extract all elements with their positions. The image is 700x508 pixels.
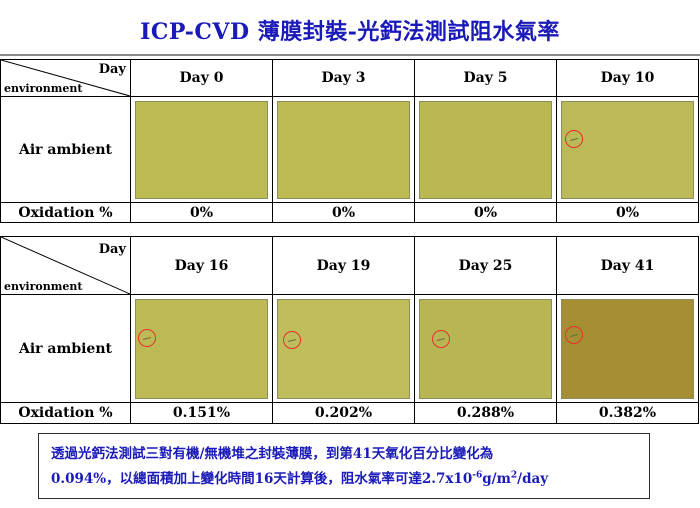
oxidation-spot-marker [283, 330, 301, 349]
exponent: -6 [472, 470, 483, 481]
oxidation-value: 0.382% [556, 402, 699, 424]
sample-image [419, 298, 552, 399]
column-header-day: Day 5 [414, 59, 557, 97]
column-header-day: Day 25 [414, 236, 557, 295]
sample-image [135, 298, 268, 399]
column-header-day: Day 0 [130, 59, 273, 97]
sample-image [277, 298, 410, 399]
summary-line-2: 0.094%，以總面積加上變化時間16天計算後，阻水氣率可達2.7x10-6g/… [51, 467, 639, 492]
oxidation-value: 0.202% [272, 402, 415, 424]
sample-image [561, 100, 694, 199]
corner-environment-label: environment [4, 82, 83, 95]
unit-text: /day [517, 471, 549, 487]
column-header-day: Day 41 [556, 236, 699, 295]
unit-text: g/m [482, 471, 511, 487]
title-divider [0, 54, 700, 56]
column-header-day: Day 3 [272, 59, 415, 97]
table-corner-header: Day environment [0, 236, 131, 295]
sample-image [277, 100, 410, 199]
column-header-day: Day 16 [130, 236, 273, 295]
table-corner-header: Day environment [0, 59, 131, 97]
row-label-air-ambient: Air ambient [0, 294, 131, 403]
summary-note: 透過光鈣法測試三對有機/無機堆之封裝薄膜，到第41天氧化百分比變化為 0.094… [38, 433, 650, 499]
oxidation-spot-marker [565, 129, 583, 148]
oxidation-spot-marker [138, 328, 156, 347]
oxidation-value: 0% [272, 202, 415, 223]
exponent: 2 [510, 470, 518, 481]
results-table-1: Day environment Day 0 Day 3 Day 5 Day 10… [0, 59, 699, 223]
row-label-oxidation: Oxidation % [0, 202, 131, 223]
column-header-day: Day 19 [272, 236, 415, 295]
page-title: ICP-CVD 薄膜封裝-光鈣法測試阻水氣率 [140, 19, 560, 45]
oxidation-value: 0% [414, 202, 557, 223]
summary-line-1: 透過光鈣法測試三對有機/無機堆之封裝薄膜，到第41天氧化百分比變化為 [51, 446, 494, 462]
sample-image [419, 100, 552, 199]
corner-day-label: Day [98, 242, 126, 257]
oxidation-value: 0.288% [414, 402, 557, 424]
oxidation-spot-marker [432, 329, 450, 348]
corner-day-label: Day [98, 62, 126, 77]
oxidation-value: 0% [556, 202, 699, 223]
column-header-day: Day 10 [556, 59, 699, 97]
sample-image [561, 298, 694, 399]
results-table-2: Day environment Day 16 Day 19 Day 25 Day… [0, 236, 699, 424]
corner-environment-label: environment [4, 280, 83, 293]
row-label-oxidation: Oxidation % [0, 402, 131, 424]
oxidation-value: 0% [130, 202, 273, 223]
sample-image [135, 100, 268, 199]
oxidation-spot-marker [565, 325, 583, 344]
row-label-air-ambient: Air ambient [0, 96, 131, 203]
oxidation-value: 0.151% [130, 402, 273, 424]
summary-line-2-text: 0.094%，以總面積加上變化時間16天計算後，阻水氣率可達2.7x10 [51, 471, 473, 487]
